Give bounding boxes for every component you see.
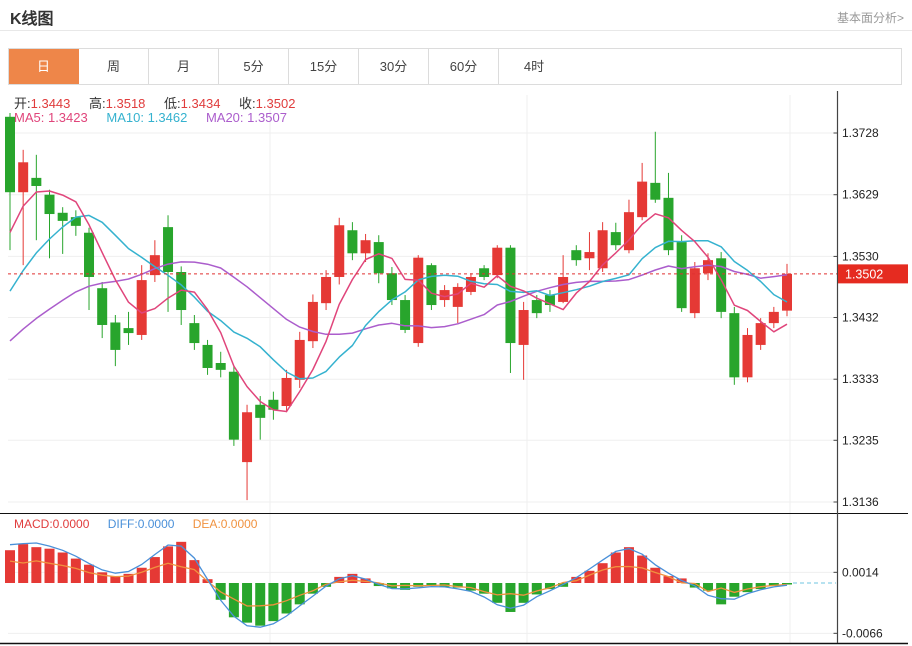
low-value: 低:1.3434 bbox=[164, 96, 221, 111]
tab-30min[interactable]: 30分 bbox=[359, 49, 429, 84]
macd-legend: MACD:0.0000 DIFF:0.0000 DEA:0.0000 bbox=[14, 517, 272, 531]
ma10-value: MA10: 1.3462 bbox=[106, 110, 188, 125]
ohlc-legend: 开:1.3443 高:1.3518 低:1.3434 收:1.3502 bbox=[14, 93, 310, 112]
interval-tabbar: 日 周 月 5分 15分 30分 60分 4时 bbox=[8, 48, 902, 85]
ma5-value: MA5: 1.3423 bbox=[14, 110, 88, 125]
grid bbox=[8, 95, 838, 643]
diff-value: DIFF:0.0000 bbox=[107, 517, 175, 531]
ma-legend: MA5: 1.3423 MA10: 1.3462 MA20: 1.3507 bbox=[14, 110, 302, 125]
svg-text:1.3333: 1.3333 bbox=[842, 372, 879, 386]
high-value: 高:1.3518 bbox=[89, 96, 146, 111]
page-title: K线图 bbox=[10, 11, 54, 28]
svg-text:-0.0066: -0.0066 bbox=[842, 626, 883, 640]
ma20-value: MA20: 1.3507 bbox=[205, 110, 287, 125]
tab-week[interactable]: 周 bbox=[79, 49, 149, 84]
svg-text:1.3502: 1.3502 bbox=[845, 267, 883, 281]
axes: 1.3728 1.3629 1.3530 1.3432 1.3333 1.3235 1.31… bbox=[0, 91, 908, 645]
open-value: 开:1.3443 bbox=[14, 96, 71, 111]
tab-day[interactable]: 日 bbox=[9, 49, 79, 84]
tab-60min[interactable]: 60分 bbox=[429, 49, 499, 84]
svg-text:1.3136: 1.3136 bbox=[842, 495, 879, 509]
tab-5min[interactable]: 5分 bbox=[219, 49, 289, 84]
svg-text:1.3728: 1.3728 bbox=[842, 126, 879, 140]
close-value: 收:1.3502 bbox=[239, 96, 296, 111]
svg-text:1.3432: 1.3432 bbox=[842, 311, 879, 325]
macd-value: MACD:0.0000 bbox=[14, 517, 90, 531]
tab-15min[interactable]: 15分 bbox=[289, 49, 359, 84]
tab-4hour[interactable]: 4时 bbox=[523, 59, 545, 74]
last-price-badge: 1.3502 bbox=[838, 264, 908, 284]
ma-lines bbox=[9, 190, 788, 413]
svg-text:1.3629: 1.3629 bbox=[842, 188, 879, 202]
title-divider bbox=[0, 30, 912, 31]
fundamental-analysis-link[interactable]: 基本面分析> bbox=[836, 11, 904, 25]
tab-month[interactable]: 月 bbox=[149, 49, 219, 84]
candles bbox=[5, 113, 792, 501]
svg-text:1.3235: 1.3235 bbox=[842, 433, 879, 447]
dea-value: DEA:0.0000 bbox=[192, 517, 258, 531]
svg-text:0.0014: 0.0014 bbox=[842, 565, 879, 579]
svg-text:1.3530: 1.3530 bbox=[842, 249, 879, 263]
macd-pane bbox=[5, 541, 836, 628]
